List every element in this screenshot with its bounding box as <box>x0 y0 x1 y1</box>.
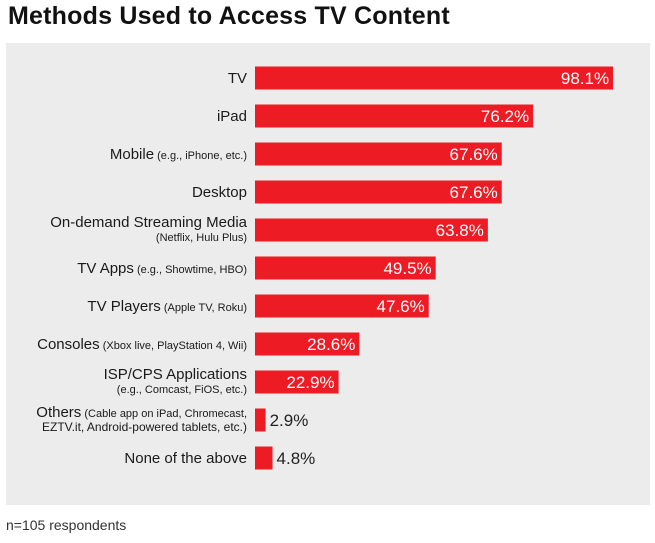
category-main: TV Apps <box>77 260 134 277</box>
category-detail: (Apple TV, Roku) <box>161 302 247 314</box>
category-label: iPad <box>217 108 247 125</box>
category-main: On-demand Streaming Media <box>50 214 247 231</box>
bar-row: 47.6% TV Players (Apple TV, Roku) <box>87 294 429 318</box>
category-label: None of the above <box>124 450 247 467</box>
category-main: None of the above <box>124 450 247 467</box>
category-label: On-demand Streaming Media <box>50 214 247 231</box>
bar <box>255 180 502 204</box>
category-main: Desktop <box>192 184 247 201</box>
value-label: 63.8% <box>436 221 484 240</box>
bar-row: 63.8% On-demand Streaming Media(Netflix, … <box>50 214 488 244</box>
value-label: 67.6% <box>450 183 498 202</box>
bar <box>255 408 266 432</box>
value-label: 4.8% <box>277 449 316 468</box>
bar <box>255 446 273 470</box>
bar-row: 4.8% None of the above <box>124 446 316 470</box>
value-label: 2.9% <box>270 411 309 430</box>
category-label: ISP/CPS Applications <box>104 366 247 383</box>
bar-row: 67.6% Mobile (e.g., iPhone, etc.) <box>110 142 502 166</box>
category-detail: (e.g., iPhone, etc.) <box>154 150 247 162</box>
category-detail-line: EZTV.it, Android-powered tablets, etc.) <box>42 420 247 434</box>
bar-row: 67.6% Desktop <box>192 180 502 204</box>
value-label: 98.1% <box>561 69 609 88</box>
bar-row: 2.9% Others (Cable app on iPad, Chromecas… <box>36 404 308 434</box>
category-main: Consoles <box>37 336 100 353</box>
value-label: 22.9% <box>286 373 334 392</box>
bar-row: 22.9% ISP/CPS Applications(e.g., Comcast,… <box>104 366 339 396</box>
value-label: 67.6% <box>450 145 498 164</box>
bar <box>255 294 429 318</box>
category-label: Others (Cable app on iPad, Chromecast, <box>36 404 247 421</box>
category-main: TV Players <box>87 298 160 315</box>
bar <box>255 142 502 166</box>
category-label: Desktop <box>192 184 247 201</box>
category-label: Consoles (Xbox live, PlayStation 4, Wii) <box>37 336 247 353</box>
chart-panel: 98.1% TV 76.2% iPad 67.6% Mobile (e.g., iPhon… <box>6 43 650 505</box>
bar-row: 49.5% TV Apps (e.g., Showtime, HBO) <box>77 256 436 280</box>
category-label: TV Apps (e.g., Showtime, HBO) <box>77 260 247 277</box>
bar-row: 98.1% TV <box>228 66 614 90</box>
category-detail: (e.g., Showtime, HBO) <box>134 264 247 276</box>
category-detail: (Cable app on iPad, Chromecast, <box>81 408 247 420</box>
bar <box>255 370 339 394</box>
category-label: Mobile (e.g., iPhone, etc.) <box>110 146 247 163</box>
category-detail-line: (e.g., Comcast, FiOS, etc.) <box>117 384 247 396</box>
category-main: Others <box>36 404 81 421</box>
category-detail-line: (Netflix, Hulu Plus) <box>156 232 247 244</box>
category-label: TV Players (Apple TV, Roku) <box>87 298 247 315</box>
category-main: ISP/CPS Applications <box>104 366 247 383</box>
bar <box>255 218 488 242</box>
chart-title: Methods Used to Access TV Content <box>8 2 450 30</box>
bar <box>255 256 436 280</box>
bar <box>255 66 614 90</box>
value-label: 76.2% <box>481 107 529 126</box>
bar-row: 28.6% Consoles (Xbox live, PlayStation 4,… <box>37 332 360 356</box>
category-main: Mobile <box>110 146 154 163</box>
bar <box>255 332 360 356</box>
footnote: n=105 respondents <box>6 517 127 533</box>
category-detail: (Xbox live, PlayStation 4, Wii) <box>100 340 247 352</box>
bar-chart: 98.1% TV 76.2% iPad 67.6% Mobile (e.g., iPhon… <box>36 66 614 470</box>
value-label: 47.6% <box>377 297 425 316</box>
bar <box>255 104 534 128</box>
value-label: 28.6% <box>307 335 355 354</box>
category-main: iPad <box>217 108 247 125</box>
value-label: 49.5% <box>383 259 431 278</box>
bar-row: 76.2% iPad <box>217 104 534 128</box>
category-main: TV <box>228 70 247 87</box>
category-label: TV <box>228 70 247 87</box>
